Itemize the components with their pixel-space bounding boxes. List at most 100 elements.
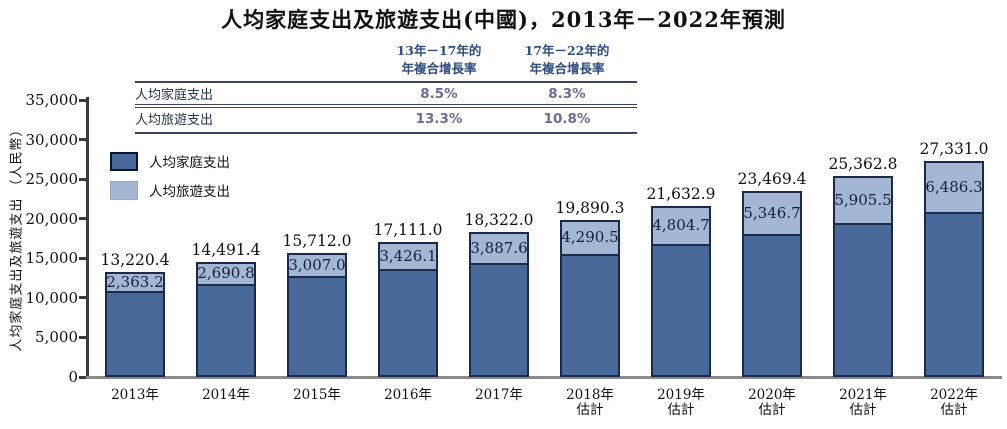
- y-axis-tick: [79, 335, 86, 339]
- y-axis-tick: [79, 138, 86, 142]
- x-category-note: 估計: [758, 402, 786, 418]
- x-category-label: 2014年: [176, 388, 276, 403]
- bar-segment-travel: 3,887.6: [470, 233, 528, 265]
- x-category-label: 2018年 估計: [540, 388, 640, 418]
- cagr-col-header-2017-2022: 17年－22年的 年複合增長率: [503, 42, 631, 78]
- table-row: 人均家庭支出 8.5% 8.3%: [135, 83, 637, 104]
- total-value-label: 25,362.8: [828, 155, 898, 174]
- table-row: 人均旅遊支出 13.3% 10.8%: [135, 108, 637, 129]
- travel-value-label: 5,905.5: [834, 191, 892, 210]
- bar-2019年: 4,804.7: [651, 205, 711, 377]
- x-category-note: 估計: [940, 402, 968, 418]
- legend-label: 人均家庭支出: [149, 155, 230, 171]
- y-tick-label: 10,000: [25, 288, 79, 307]
- y-tick-label: 20,000: [25, 209, 79, 228]
- y-axis-tick: [79, 177, 86, 181]
- travel-value-label: 2,363.2: [106, 273, 164, 292]
- x-category-label: 2020年 估計: [722, 388, 822, 418]
- x-category-year: 2021年: [839, 387, 887, 403]
- x-category-label: 2021年 估計: [813, 388, 913, 418]
- x-category-note: 估計: [849, 402, 877, 418]
- bar-2014年: 2,690.8: [196, 262, 256, 377]
- bar-2015年: 3,007.0: [287, 252, 347, 377]
- bar-2017年: 3,887.6: [469, 231, 529, 377]
- total-value-label: 14,491.4: [191, 241, 261, 260]
- cagr-col-header-line2: 年複合增長率: [401, 61, 477, 77]
- bar-2013年: 2,363.2: [105, 272, 165, 377]
- x-axis-line: [86, 376, 1002, 379]
- x-category-year: 2014年: [202, 387, 250, 403]
- y-axis-line: [86, 97, 89, 379]
- x-category-year: 2020年: [748, 387, 796, 403]
- travel-value-label: 5,346.7: [743, 203, 801, 222]
- cagr-col-header-2013-2017: 13年－17年的 年複合增長率: [375, 42, 503, 78]
- cagr-value: 8.5%: [420, 85, 458, 102]
- y-tick-label: 35,000: [25, 91, 79, 109]
- bar-2020年: 5,346.7: [742, 191, 802, 377]
- table-rule: [135, 104, 637, 109]
- y-tick-label: 25,000: [25, 170, 79, 189]
- cagr-value: 13.3%: [415, 110, 463, 127]
- x-category-year: 2016年: [384, 387, 432, 403]
- x-category-year: 2013年: [111, 387, 159, 403]
- travel-value-label: 4,804.7: [652, 216, 710, 235]
- y-tick-label: 15,000: [25, 249, 79, 268]
- y-tick-label: 0: [68, 368, 78, 386]
- cagr-table: 13年－17年的 年複合增長率 17年－22年的 年複合增長率 人均家庭支出 8…: [135, 42, 637, 135]
- cagr-col-header-line2: 年複合增長率: [529, 61, 605, 77]
- x-category-label: 2022年 估計: [904, 388, 1004, 418]
- y-axis-tick: [79, 296, 86, 300]
- x-category-note: 估計: [576, 402, 604, 418]
- chart-title: 人均家庭支出及旅遊支出(中國)，2013年－2022年預測: [221, 7, 786, 32]
- bar-segment-travel: 3,426.1: [379, 243, 437, 271]
- x-category-label: 2015年: [267, 388, 367, 403]
- bar-2016年: 3,426.1: [378, 241, 438, 377]
- total-value-label: 21,632.9: [646, 184, 716, 203]
- bar-segment-travel: 2,363.2: [106, 273, 164, 294]
- total-value-label: 23,469.4: [737, 170, 807, 189]
- cagr-col-header-line1: 17年－22年的: [524, 43, 610, 58]
- chart-legend: 人均家庭支出 人均旅遊支出: [110, 151, 230, 209]
- legend-item-household: 人均家庭支出: [110, 151, 230, 171]
- y-axis-tick: [79, 98, 86, 102]
- cagr-value: 8.3%: [548, 85, 586, 102]
- legend-item-travel: 人均旅遊支出: [110, 180, 230, 200]
- total-value-label: 19,890.3: [555, 198, 625, 217]
- x-category-year: 2017年: [475, 387, 523, 403]
- total-value-label: 27,331.0: [919, 139, 989, 158]
- travel-value-label: 6,486.3: [925, 177, 983, 196]
- bar-segment-travel: 5,905.5: [834, 178, 892, 225]
- travel-value-label: 3,007.0: [288, 256, 346, 275]
- x-category-year: 2018年: [566, 387, 614, 403]
- row-label-travel: 人均旅遊支出: [135, 113, 214, 129]
- total-value-label: 13,220.4: [100, 251, 170, 270]
- travel-value-label: 3,887.6: [470, 238, 528, 257]
- y-tick-label: 5,000: [35, 328, 78, 347]
- travel-value-label: 2,690.8: [197, 264, 255, 283]
- x-category-year: 2022年: [930, 387, 978, 403]
- legend-swatch-travel: [110, 180, 138, 200]
- legend-label: 人均旅遊支出: [149, 184, 230, 200]
- total-value-label: 17,111.0: [373, 220, 443, 239]
- x-category-label: 2016年: [358, 388, 458, 403]
- bar-segment-travel: 6,486.3: [925, 162, 983, 215]
- x-category-note: 估計: [667, 402, 695, 418]
- y-tick-label: 30,000: [25, 130, 79, 149]
- y-axis-tick: [79, 256, 86, 260]
- table-rule: [135, 132, 637, 135]
- x-category-label: 2019年 估計: [631, 388, 731, 418]
- travel-value-label: 4,290.5: [561, 228, 619, 247]
- bar-segment-travel: 2,690.8: [197, 264, 255, 286]
- bar-segment-travel: 3,007.0: [288, 254, 346, 279]
- cagr-value: 10.8%: [543, 110, 591, 127]
- x-category-year: 2019年: [657, 387, 705, 403]
- travel-value-label: 3,426.1: [379, 246, 437, 265]
- total-value-label: 15,712.0: [282, 231, 352, 250]
- bar-segment-travel: 4,290.5: [561, 221, 619, 256]
- legend-swatch-household: [110, 151, 138, 171]
- cagr-col-header-line1: 13年－17年的: [396, 43, 482, 58]
- x-category-year: 2015年: [293, 387, 341, 403]
- y-axis-tick: [79, 375, 86, 379]
- total-value-label: 18,322.0: [464, 210, 534, 229]
